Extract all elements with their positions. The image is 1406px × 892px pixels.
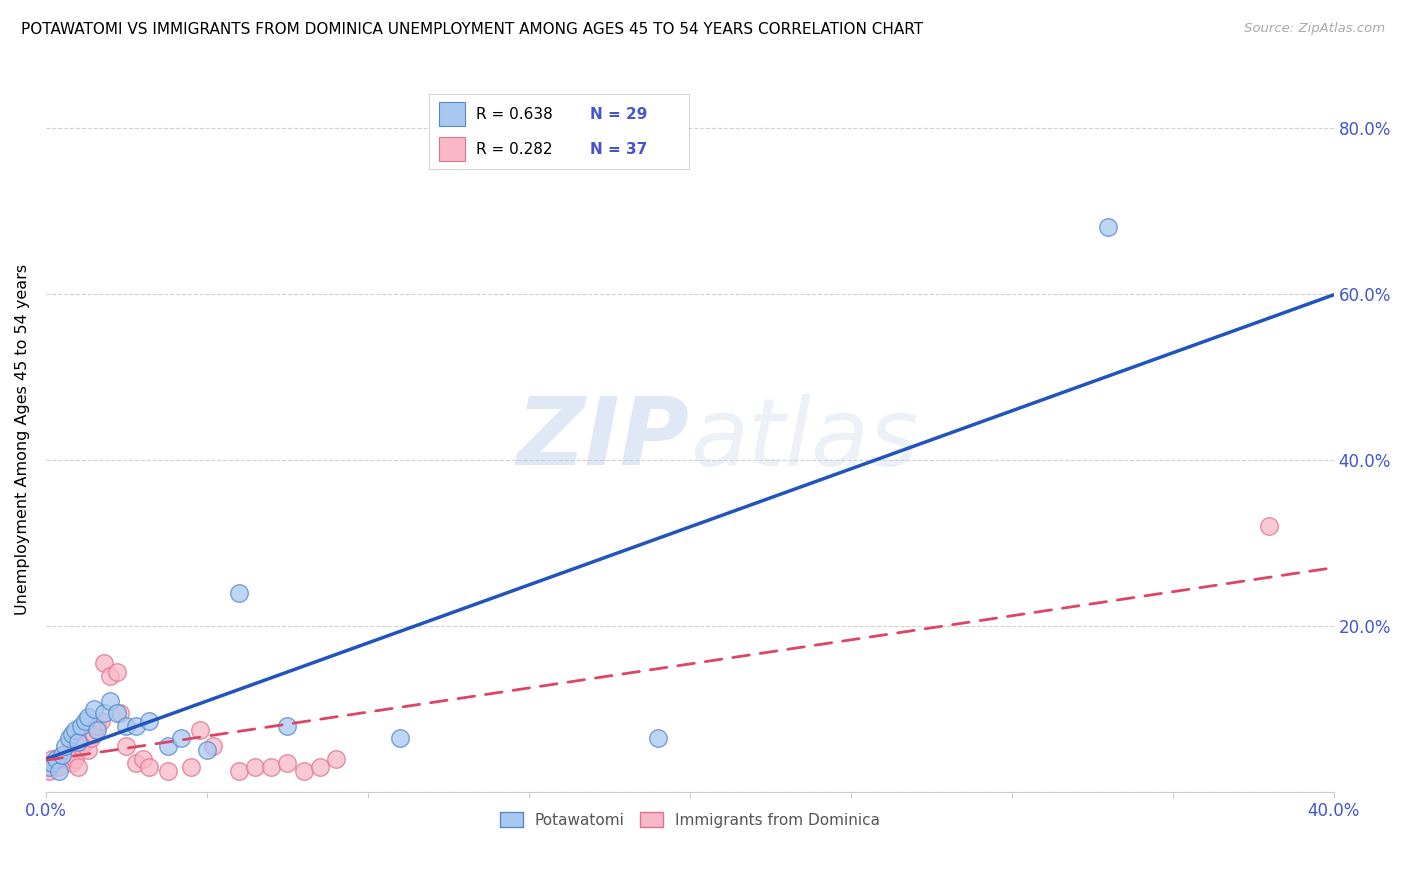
- Point: [41, 752, 63, 766]
- Point: [245, 760, 267, 774]
- Point: [41, 756, 63, 770]
- Point: [86, 723, 108, 737]
- Text: atlas: atlas: [690, 393, 918, 484]
- Point: [260, 760, 283, 774]
- Point: [93, 706, 115, 720]
- Y-axis label: Unemployment Among Ages 45 to 54 years: Unemployment Among Ages 45 to 54 years: [15, 264, 30, 615]
- Point: [292, 764, 315, 779]
- Point: [325, 752, 347, 766]
- Point: [83, 702, 105, 716]
- Point: [60, 756, 83, 770]
- Point: [45, 752, 67, 766]
- Text: R = 0.282: R = 0.282: [475, 142, 553, 156]
- Point: [67, 735, 90, 749]
- Point: [51, 747, 73, 762]
- Point: [115, 718, 138, 732]
- Point: [90, 714, 112, 729]
- Point: [202, 739, 225, 754]
- Point: [86, 718, 108, 732]
- Point: [48, 760, 70, 774]
- Point: [48, 764, 70, 779]
- Point: [53, 752, 76, 766]
- Point: [58, 731, 80, 745]
- Text: Source: ZipAtlas.com: Source: ZipAtlas.com: [1244, 22, 1385, 36]
- Point: [45, 756, 67, 770]
- Point: [276, 756, 298, 770]
- Point: [63, 723, 86, 737]
- Point: [73, 735, 96, 749]
- FancyBboxPatch shape: [439, 102, 465, 127]
- Text: N = 37: N = 37: [591, 142, 647, 156]
- Point: [157, 739, 180, 754]
- Legend: Potawatomi, Immigrants from Dominica: Potawatomi, Immigrants from Dominica: [494, 806, 886, 834]
- Point: [1097, 220, 1119, 235]
- Text: N = 29: N = 29: [591, 107, 648, 121]
- Point: [67, 760, 90, 774]
- Point: [80, 731, 103, 745]
- Point: [180, 760, 202, 774]
- Point: [195, 743, 218, 757]
- Point: [63, 752, 86, 766]
- Point: [125, 718, 148, 732]
- Point: [76, 710, 98, 724]
- Point: [105, 665, 128, 679]
- Point: [138, 760, 160, 774]
- Point: [108, 706, 131, 720]
- Point: [1258, 519, 1281, 533]
- Point: [58, 743, 80, 757]
- Point: [76, 743, 98, 757]
- Point: [170, 731, 193, 745]
- Text: R = 0.638: R = 0.638: [475, 107, 553, 121]
- Point: [38, 760, 60, 774]
- Point: [647, 731, 669, 745]
- Point: [228, 585, 250, 599]
- Point: [228, 764, 250, 779]
- Point: [53, 739, 76, 754]
- Point: [60, 727, 83, 741]
- Point: [70, 718, 93, 732]
- Point: [138, 714, 160, 729]
- Point: [105, 706, 128, 720]
- Point: [38, 764, 60, 779]
- FancyBboxPatch shape: [439, 136, 465, 161]
- Point: [51, 747, 73, 762]
- Point: [73, 714, 96, 729]
- Point: [98, 669, 121, 683]
- Point: [93, 657, 115, 671]
- Point: [276, 718, 298, 732]
- Point: [157, 764, 180, 779]
- Point: [98, 693, 121, 707]
- Point: [70, 739, 93, 754]
- Text: POTAWATOMI VS IMMIGRANTS FROM DOMINICA UNEMPLOYMENT AMONG AGES 45 TO 54 YEARS CO: POTAWATOMI VS IMMIGRANTS FROM DOMINICA U…: [21, 22, 924, 37]
- Point: [115, 739, 138, 754]
- Text: ZIP: ZIP: [517, 393, 690, 485]
- Point: [308, 760, 330, 774]
- Point: [389, 731, 412, 745]
- Point: [125, 756, 148, 770]
- Point: [131, 752, 153, 766]
- Point: [83, 727, 105, 741]
- Point: [190, 723, 212, 737]
